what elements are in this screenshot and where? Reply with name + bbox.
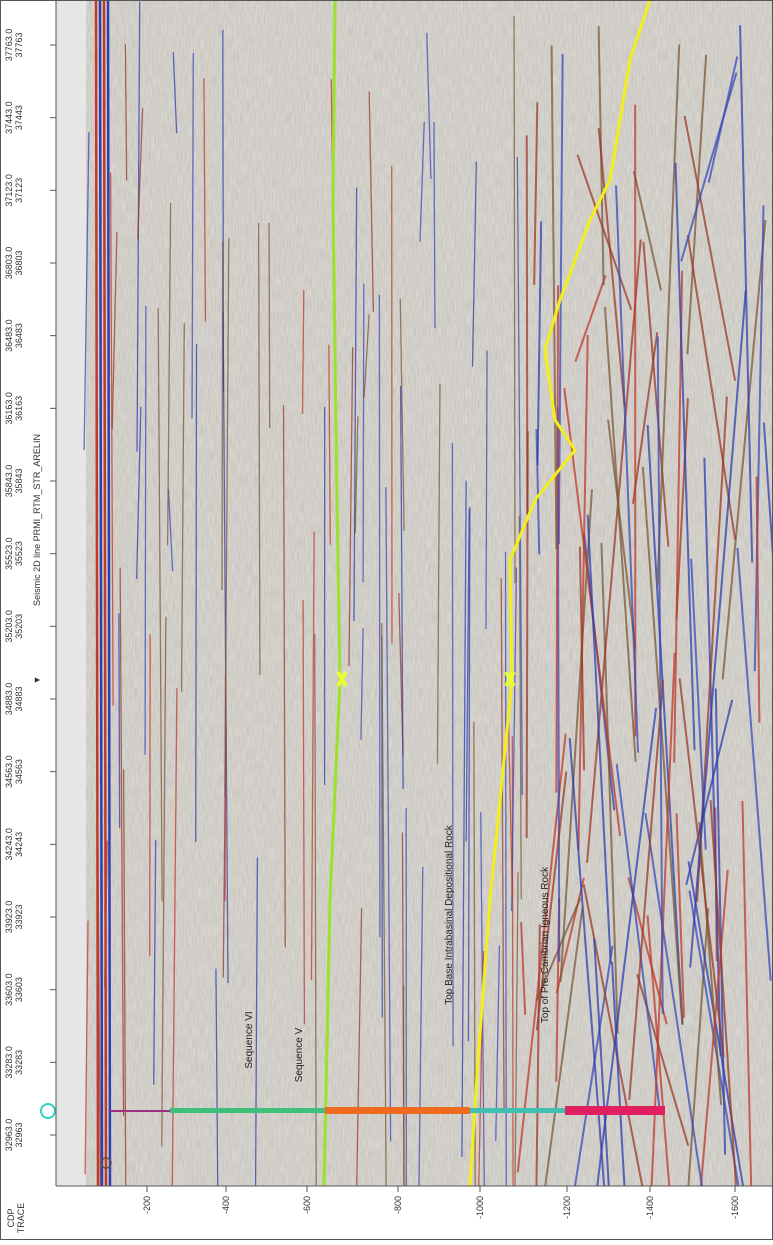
- trace-tick-label: 35523.0: [4, 537, 14, 570]
- reflector: [404, 985, 405, 1186]
- well-log: [470, 1108, 565, 1113]
- trace-tick-label: 37443: [14, 105, 24, 130]
- trace-tick-label: 36803.0: [4, 247, 14, 280]
- trace-tick-label: 36483.0: [4, 319, 14, 352]
- trace-tick-label: 34883.0: [4, 683, 14, 716]
- trace-tick-label: 33283.0: [4, 1046, 14, 1079]
- trace-tick-label: 37123.0: [4, 174, 14, 207]
- well-log: [170, 1108, 325, 1113]
- trace-tick-label: 35203.0: [4, 610, 14, 643]
- reflector: [119, 613, 120, 828]
- depth-tick-label: -400: [221, 1196, 231, 1214]
- depth-tick-label: -200: [142, 1196, 152, 1214]
- reflector: [269, 223, 270, 428]
- depth-tick-label: -800: [393, 1196, 403, 1214]
- trace-tick-label: 33603.0: [4, 973, 14, 1006]
- trace-tick-label: 35843: [14, 468, 24, 493]
- trace-tick-label: 34243.0: [4, 828, 14, 861]
- well-log: [565, 1106, 665, 1115]
- trace-tick-label: 33603: [14, 977, 24, 1002]
- axis-label: CDP: [6, 1208, 16, 1227]
- trace-tick-label: 36163.0: [4, 392, 14, 425]
- depth-tick-label: -600: [302, 1196, 312, 1214]
- horizon-label: Sequence VI: [244, 1011, 255, 1068]
- depth-tick-label: -1400: [645, 1196, 655, 1219]
- trace-tick-label: 36803: [14, 250, 24, 275]
- trace-tick-label: 37443.0: [4, 101, 14, 134]
- horizon-label: Top Base Intrabasinal Depositional Rock: [444, 824, 455, 1005]
- reflector: [363, 284, 364, 583]
- reflector: [196, 344, 197, 842]
- reflector: [222, 242, 223, 590]
- trace-tick-label: 35523: [14, 541, 24, 566]
- trace-tick-label: 33923: [14, 904, 24, 929]
- reflector: [527, 431, 528, 838]
- title: Seismic 2D line PRMI_RTM_STR_ARELIN: [32, 434, 42, 606]
- trace-tick-label: 32963.0: [4, 1119, 14, 1152]
- reflector: [379, 295, 380, 937]
- reflector: [506, 552, 507, 1186]
- trace-tick-label: 37763.0: [4, 29, 14, 62]
- trace-tick-label: 35843.0: [4, 465, 14, 498]
- trace-tick-label: 34563: [14, 759, 24, 784]
- trace-tick-label: 32963: [14, 1122, 24, 1147]
- depth-tick-label: -1200: [562, 1196, 572, 1219]
- trace-tick-label: 36163: [14, 396, 24, 421]
- trace-tick-label: 37763: [14, 32, 24, 57]
- depth-tick-label: -1600: [730, 1196, 740, 1219]
- trace-tick-label: 33923.0: [4, 901, 14, 934]
- trace-tick-label: 34883: [14, 686, 24, 711]
- depth-tick-label: -1000: [475, 1196, 485, 1219]
- seismic-texture: [56, 0, 773, 1186]
- position-marker: ▼: [32, 676, 42, 685]
- trace-tick-label: 35203: [14, 614, 24, 639]
- trace-tick-label: 36483: [14, 323, 24, 348]
- trace-tick-label: 34563.0: [4, 755, 14, 788]
- well-log: [325, 1107, 470, 1114]
- reflector: [145, 306, 146, 755]
- reflector: [514, 16, 515, 583]
- horizon-label: Top of Pre-Cambrian Igneous Rock: [540, 866, 551, 1023]
- horizon-label: Sequence V: [294, 1027, 305, 1082]
- axis-label: TRACE: [16, 1203, 26, 1234]
- trace-tick-label: 33283: [14, 1050, 24, 1075]
- trace-tick-label: 34243: [14, 832, 24, 857]
- water-column: [56, 0, 86, 1186]
- trace-tick-label: 37123: [14, 178, 24, 203]
